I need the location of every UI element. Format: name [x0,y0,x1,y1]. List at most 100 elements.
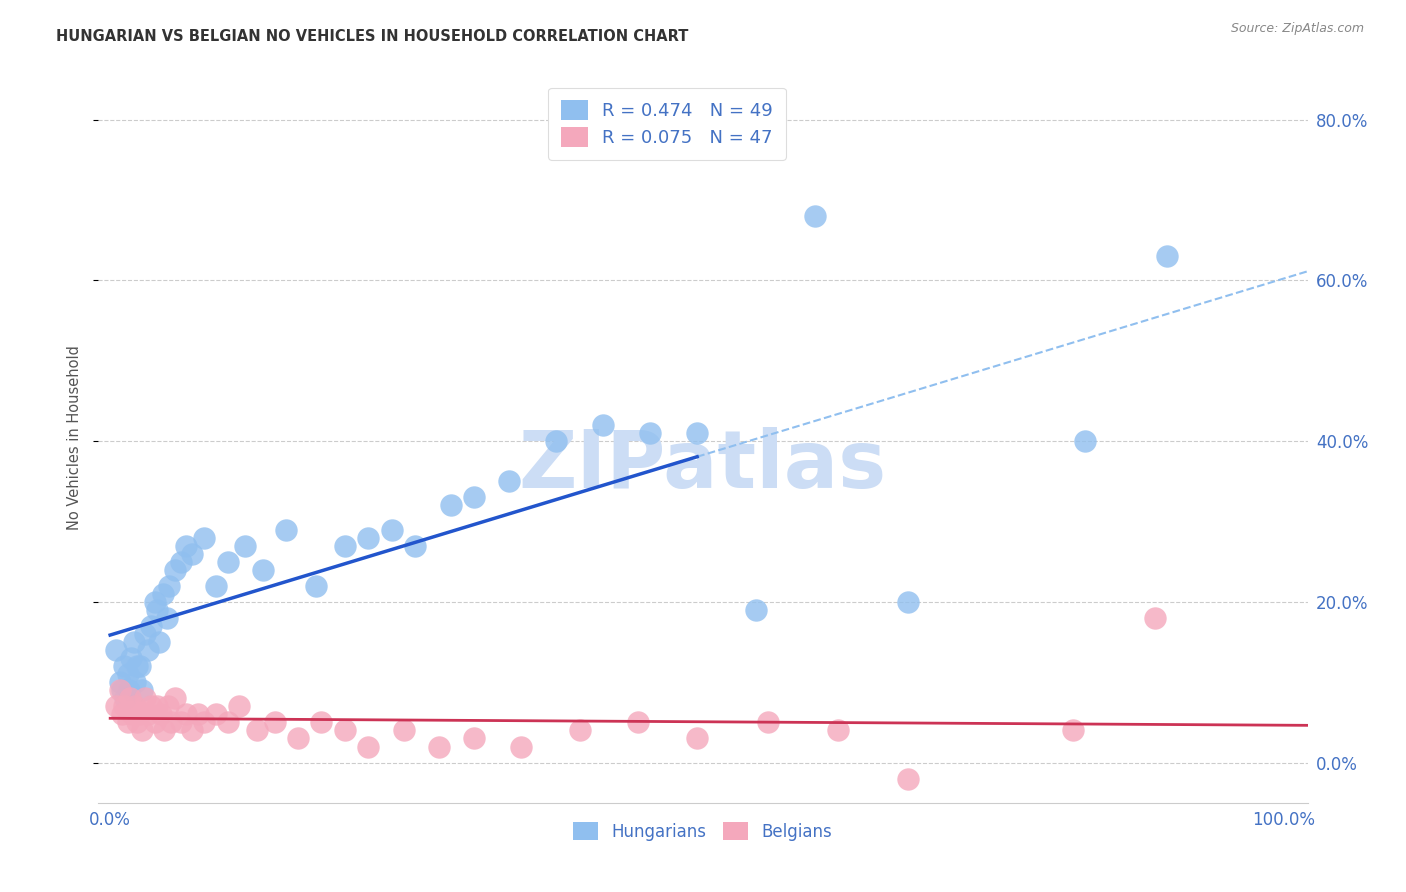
Point [117,667,139,681]
Point [357,739,380,754]
Point [141,619,163,633]
Point [392,723,415,738]
Point [176,707,198,722]
Point [592,417,614,432]
Point [163,691,186,706]
Point [427,739,450,754]
Point [193,531,215,545]
Point [152,587,174,601]
Point [1143,611,1166,625]
Point [204,707,226,722]
Point [112,659,135,673]
Point [114,691,136,706]
Point [193,715,215,730]
Point [143,595,166,609]
Point [546,434,568,449]
Point [118,683,141,698]
Text: HUNGARIAN VS BELGIAN NO VEHICLES IN HOUSEHOLD CORRELATION CHART: HUNGARIAN VS BELGIAN NO VEHICLES IN HOUS… [56,29,689,45]
Point [568,723,591,738]
Point [111,683,134,698]
Point [357,531,380,545]
Point [217,715,239,730]
Point [311,715,333,730]
Text: ZIPatlas: ZIPatlas [519,427,887,506]
Point [117,715,139,730]
Point [108,675,131,690]
Point [136,643,159,657]
Point [120,691,142,706]
Point [897,772,920,786]
Point [827,723,849,738]
Point [627,715,650,730]
Legend: Hungarians, Belgians: Hungarians, Belgians [565,814,841,849]
Point [233,539,256,553]
Point [803,209,825,223]
Point [120,651,142,665]
Point [122,635,145,649]
Point [463,731,485,746]
Point [463,491,485,505]
Point [181,723,204,738]
Point [333,723,356,738]
Point [381,523,404,537]
Point [153,723,176,738]
Point [333,539,356,553]
Point [276,523,298,537]
Point [127,659,149,673]
Point [143,715,166,730]
Point [745,603,768,617]
Point [121,707,143,722]
Point [124,675,146,690]
Point [510,739,533,754]
Point [228,699,250,714]
Point [638,425,661,440]
Point [263,715,285,730]
Point [897,595,920,609]
Point [134,691,156,706]
Y-axis label: No Vehicles in Household: No Vehicles in Household [67,344,83,530]
Point [136,707,159,722]
Point [169,715,191,730]
Point [204,579,226,593]
Point [156,699,179,714]
Point [217,555,239,569]
Point [128,707,150,722]
Point [304,579,326,593]
Point [155,611,177,625]
Point [111,707,134,722]
Point [112,699,135,714]
Point [108,683,131,698]
Point [176,539,198,553]
Point [1073,434,1095,449]
Point [287,731,309,746]
Point [146,699,169,714]
Text: Source: ZipAtlas.com: Source: ZipAtlas.com [1230,22,1364,36]
Point [131,723,153,738]
Point [252,563,274,577]
Point [404,539,426,553]
Point [686,425,709,440]
Point [148,635,170,649]
Point [163,563,186,577]
Point [160,715,183,730]
Point [181,547,204,561]
Point [1062,723,1084,738]
Point [756,715,779,730]
Point [131,683,153,698]
Point [105,643,128,657]
Point [105,699,128,714]
Point [146,603,169,617]
Point [149,707,172,722]
Point [246,723,269,738]
Point [134,627,156,641]
Point [124,699,146,714]
Point [128,659,150,673]
Point [1156,249,1178,263]
Point [127,715,149,730]
Point [157,579,180,593]
Point [686,731,709,746]
Point [498,475,520,489]
Point [169,555,191,569]
Point [141,699,163,714]
Point [187,707,209,722]
